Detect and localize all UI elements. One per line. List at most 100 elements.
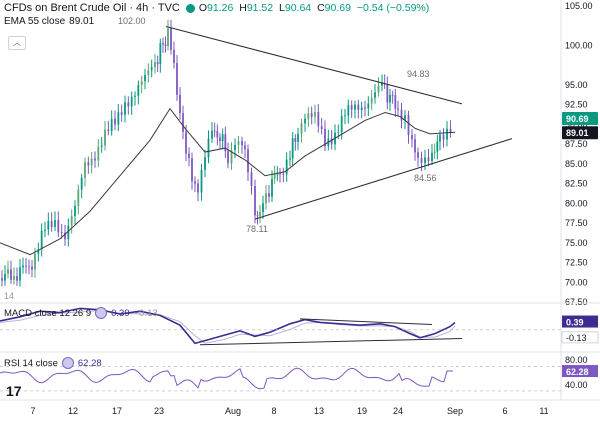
time-tick-label: 11 <box>539 406 548 416</box>
time-tick-label: 23 <box>154 406 164 416</box>
candle-body <box>134 95 136 97</box>
upper-trendline <box>165 25 463 105</box>
candle-body <box>350 105 353 110</box>
candle-body <box>150 67 153 71</box>
candle-body <box>104 129 106 146</box>
time-tick-label: 24 <box>393 406 403 416</box>
candle-body <box>234 145 236 151</box>
time-tick-label: 7 <box>30 406 35 416</box>
price-tick-label: 77.50 <box>565 218 588 228</box>
candle-body <box>25 265 27 267</box>
candle-body <box>19 267 21 281</box>
candle-body <box>330 138 333 145</box>
candle-body <box>87 162 90 166</box>
candle-body <box>374 92 376 98</box>
time-tick-label: 13 <box>314 406 324 416</box>
candle-body <box>254 185 256 216</box>
ohlc-high: 91.52 <box>246 2 274 14</box>
time-tick-label: 19 <box>357 406 367 416</box>
candle-body <box>431 152 433 161</box>
candle-body <box>282 174 285 175</box>
candle-body <box>188 153 190 159</box>
price-tick-label: 92.50 <box>565 100 588 110</box>
candle-body <box>449 128 452 133</box>
ohlc-low-key: L <box>279 2 285 14</box>
ohlc-close: 90.69 <box>324 2 351 14</box>
price-tick-label: 85.00 <box>565 159 588 169</box>
candle-body <box>320 126 323 130</box>
chart-header: CFDs on Brent Crude Oil · 4h · TVC O91.2… <box>4 1 432 15</box>
rsi-tag <box>562 365 598 378</box>
candle-body <box>7 269 9 274</box>
candle-body <box>147 70 150 76</box>
price-axis[interactable]: 105.00100.0095.0092.5090.0087.5085.0082.… <box>560 0 598 400</box>
ohlc-change: −0.54 (−0.59%) <box>356 2 430 14</box>
candle-body <box>386 84 389 103</box>
candle-body <box>4 273 6 281</box>
candle-body <box>237 141 240 146</box>
candle-body <box>100 145 103 147</box>
candle-body <box>40 230 43 250</box>
candle-body <box>357 104 360 110</box>
candle-body <box>130 96 133 107</box>
price-tick-label: 105.00 <box>565 1 593 11</box>
price-tick-label: 75.00 <box>565 238 588 248</box>
candle-body <box>159 43 162 65</box>
candle-body <box>414 139 416 153</box>
candle-body <box>185 131 187 154</box>
price-tick-label: 72.50 <box>565 258 588 268</box>
price-tick-label: 87.50 <box>565 139 588 149</box>
candle-body <box>137 84 140 96</box>
macd-tag <box>562 315 598 328</box>
candle-body <box>127 102 130 107</box>
candle-body <box>224 134 227 152</box>
rsi-tick-label: 80.00 <box>565 355 588 365</box>
ema-legend[interactable]: EMA 55 close 89.01 <box>4 16 94 27</box>
candle-body <box>420 157 423 164</box>
macd-legend[interactable]: MACD close 12 26 9 0.39 −0.13 <box>4 307 158 319</box>
candle-body <box>360 107 363 110</box>
candle-body <box>367 103 370 109</box>
eye-icon[interactable] <box>95 307 108 319</box>
candle-body <box>110 119 113 132</box>
candle-body <box>391 94 394 96</box>
macd-trendline <box>299 318 433 325</box>
candle-body <box>400 109 403 121</box>
price-annotation: 94.83 <box>407 69 430 79</box>
candle-body <box>340 116 343 133</box>
candle-body <box>64 232 66 240</box>
ema-55-line <box>0 107 456 256</box>
candle-body <box>156 62 159 65</box>
eye-icon[interactable] <box>61 357 74 369</box>
candle-body <box>227 151 229 164</box>
candle-body <box>13 276 15 280</box>
signal-tag-label: -0.13 <box>566 333 587 343</box>
rsi-value: 62.28 <box>77 357 102 369</box>
candle-body <box>31 266 33 270</box>
candle-body <box>370 97 373 104</box>
candle-body <box>140 81 143 85</box>
candle-body <box>10 269 12 280</box>
candle-body <box>164 44 167 47</box>
time-axis[interactable]: 7 12 17 23 Aug 8 13 19 24 Sep 6 11 17 <box>0 383 600 416</box>
candle-body <box>276 173 279 175</box>
symbol-title[interactable]: CFDs on Brent Crude Oil · 4h · TVC <box>4 2 180 14</box>
candle-body <box>407 115 410 136</box>
signal-tag <box>561 331 599 344</box>
time-tick-label: 6 <box>502 406 507 416</box>
candle-body <box>28 266 30 268</box>
candle-body <box>44 229 46 231</box>
candle-body <box>354 104 356 110</box>
candle-body <box>324 129 326 147</box>
price-tick-label: 95.00 <box>565 80 588 90</box>
ema-line <box>0 107 456 256</box>
rsi-legend[interactable]: RSI 14 close 62.28 <box>4 357 102 369</box>
candle-body <box>34 253 36 270</box>
candle-body <box>124 102 126 115</box>
candle-body <box>182 113 184 132</box>
chevron-up-icon[interactable]: ︿ <box>8 36 26 50</box>
candle-body <box>74 206 76 216</box>
time-tick-label: Sep <box>447 406 463 416</box>
candle-body <box>250 172 253 186</box>
